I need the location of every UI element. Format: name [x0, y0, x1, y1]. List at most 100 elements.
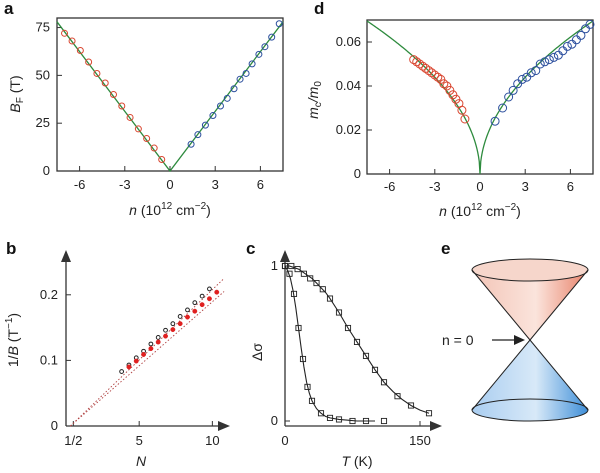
panel-c-curve-fast-decay — [284, 265, 375, 422]
panel-c-marker-slow-decay — [394, 393, 401, 400]
panel-c-marker-slow-decay — [294, 266, 301, 273]
panel-b-point-open — [192, 300, 198, 306]
panel-c-chart: 0 150 0 1 Δσ T (K) — [249, 250, 442, 469]
panel-d-point-electrons — [526, 68, 536, 78]
panel-d-xlabel: n (1012 cm−2) — [439, 202, 521, 219]
panel-c-marker-fast-decay — [326, 414, 334, 421]
panel-b-point-open — [185, 307, 190, 313]
panel-d-point-electrons — [531, 66, 541, 76]
panel-d-fit — [366, 20, 594, 175]
panel-c-marker-slow-decay — [344, 324, 352, 332]
panel-b-ticks: 1/2 5 10 0 0.1 0.2 — [40, 287, 220, 448]
panel-b-points — [119, 286, 220, 374]
panel-d-frame — [366, 19, 594, 175]
panel-b-point-filled — [163, 333, 168, 339]
panel-a-ytick-label: 25 — [36, 115, 50, 130]
panel-a-ticks: -6 -3 0 3 6 0 25 50 75 — [36, 20, 264, 192]
panel-d-point-electrons — [549, 52, 559, 62]
panel-a-point-electrons — [261, 43, 269, 51]
upper-cone — [472, 270, 588, 340]
panel-d-ytick-label: 0.04 — [336, 78, 361, 93]
panel-d-point-electrons — [504, 92, 514, 102]
panel-b-point-filled — [141, 352, 147, 357]
panel-a-point-holes — [143, 134, 151, 142]
lower-cone-base — [471, 409, 589, 422]
panel-d-point-electrons — [517, 74, 527, 84]
panel-b-chart: 1/2 5 10 0 0.1 0.2 1/B (T−1) N — [4, 250, 230, 469]
panel-b-xlabel: N — [136, 453, 147, 469]
panel-c-xtick-label: 150 — [409, 433, 431, 448]
panel-b-point-open — [199, 293, 205, 299]
panel-d-point-electrons — [535, 59, 545, 69]
panel-a-ytick-label: 50 — [36, 67, 50, 82]
panel-a-xtick-label: -3 — [119, 177, 131, 192]
panel-a-point-holes — [93, 69, 101, 77]
panel-a-ytick-label: 0 — [43, 163, 50, 178]
panel-d-point-electrons — [553, 50, 563, 60]
panel-d-point-electrons — [576, 30, 586, 40]
panel-d-point-holes — [451, 94, 461, 104]
panel-d-ticks: -6 -3 0 3 6 0 0.02 0.04 0.06 — [336, 34, 574, 194]
panel-c-points — [281, 262, 433, 425]
panel-d-point-holes — [409, 55, 419, 65]
panel-b-point-open — [163, 327, 168, 333]
panel-a-xtick-label: 6 — [257, 177, 264, 192]
panel-c-xlabel: T (K) — [341, 453, 372, 469]
panel-a-point-electrons — [187, 140, 195, 148]
panel-a-point-electrons — [209, 112, 217, 120]
panel-c-ytick-label: 1 — [271, 258, 278, 273]
panel-a-point-electrons — [216, 102, 224, 110]
panel-d-point-holes — [460, 114, 470, 124]
panel-a-point-holes — [85, 58, 93, 66]
panel-c-marker-fast-decay — [349, 417, 356, 425]
panel-b-point-filled — [214, 289, 220, 295]
panel-d-point-holes — [448, 90, 458, 100]
panel-a-xlabel: n (1012 cm−2) — [129, 201, 211, 218]
panel-a-xtick-label: 0 — [166, 177, 173, 192]
lower-cone-right-edge — [529, 339, 589, 411]
panel-a-point-holes — [76, 47, 84, 55]
panel-d-point-holes — [427, 68, 437, 78]
panel-d-point-electrons — [571, 35, 581, 45]
panel-d-point-holes — [433, 72, 443, 82]
panel-b-point-filled — [185, 314, 190, 320]
upper-cone-left-edge — [471, 269, 531, 341]
panel-d-fit-line — [366, 20, 594, 175]
panel-b-point-filled — [192, 308, 198, 314]
panel-a-point-electrons — [194, 131, 202, 139]
panel-letter-d: d — [314, 0, 324, 18]
panel-b-point-filled — [148, 346, 154, 352]
panel-letter-e: e — [441, 239, 450, 258]
panel-c-marker-fast-decay — [317, 410, 325, 417]
panel-c-ticks: 0 150 0 1 — [271, 258, 431, 448]
panel-c-marker-slow-decay — [300, 270, 307, 277]
panel-a-frame — [56, 17, 284, 172]
panel-c-marker-slow-decay — [380, 379, 388, 386]
lower-cone-left-edge — [471, 339, 531, 411]
panel-c-x-arrow — [430, 421, 442, 431]
panel-letter-b: b — [6, 239, 16, 258]
panel-d-xtick-label: 6 — [567, 179, 574, 194]
panel-d-point-holes — [412, 57, 422, 67]
panel-d-xtick-label: 3 — [522, 179, 529, 194]
panel-e-dirac-cones: n = 0 — [442, 258, 589, 422]
panel-c-marker-fast-decay — [304, 383, 311, 390]
panel-d-ytick-label: 0.06 — [336, 34, 361, 49]
panel-c-marker-slow-decay — [313, 280, 320, 287]
panel-a-fit — [56, 21, 284, 173]
panel-a-point-electrons — [268, 33, 276, 41]
panel-c-marker-fast-decay — [281, 262, 289, 270]
panel-a-ylabel: BF (T) — [7, 75, 26, 112]
n0-annotation: n = 0 — [442, 332, 474, 348]
panel-b-point-filled — [170, 327, 176, 333]
panel-c-marker-slow-decay — [319, 286, 326, 293]
panel-b-ytick-label: 0 — [51, 418, 58, 433]
panel-a-points — [61, 20, 283, 164]
panel-a-xtick-label: 3 — [212, 177, 219, 192]
panel-c-marker-slow-decay — [353, 338, 361, 346]
panel-a-fit-line — [56, 21, 284, 173]
n0-arrow-head — [514, 335, 525, 345]
lower-cone-rim-back — [471, 398, 589, 411]
panel-c-marker-fast-decay — [295, 324, 302, 332]
panel-d-xtick-label: 0 — [476, 179, 483, 194]
